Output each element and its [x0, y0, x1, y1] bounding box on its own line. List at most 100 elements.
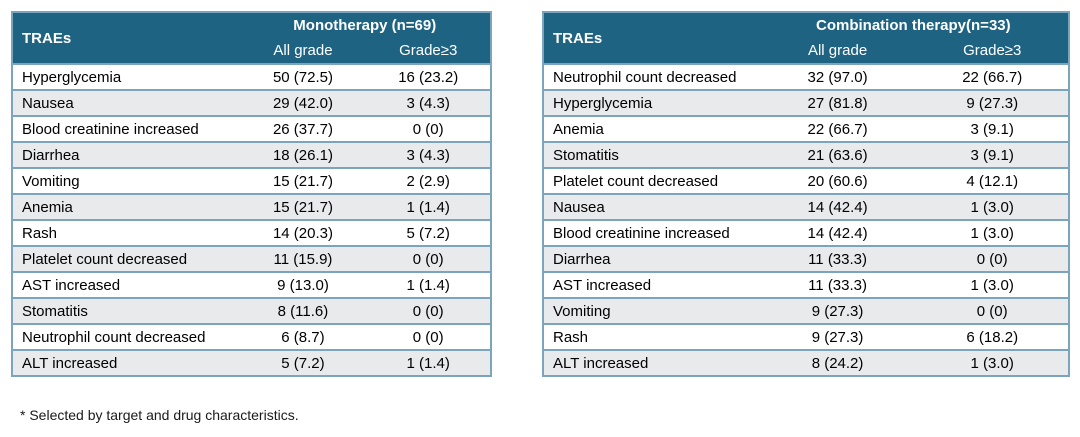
grade3-value-cell: 0 (0) [916, 245, 1069, 272]
grade3-value-cell: 0 (0) [366, 245, 491, 272]
monotherapy-trae-table: TRAEs Monotherapy (n=69) All grade Grade… [11, 11, 492, 377]
all-grade-value-cell: 9 (27.3) [758, 297, 917, 324]
grade3-value-cell: 1 (3.0) [916, 271, 1069, 298]
table-row: Vomiting 15 (21.7) 2 (2.9) [12, 167, 491, 194]
all-grade-value-cell: 14 (20.3) [239, 219, 367, 246]
grade3-value-cell: 0 (0) [366, 115, 491, 142]
grade3-value-cell: 4 (12.1) [916, 167, 1069, 194]
grade3-value-cell: 1 (1.4) [366, 271, 491, 298]
table-row: Rash 14 (20.3) 5 (7.2) [12, 219, 491, 246]
table-row: Rash 9 (27.3) 6 (18.2) [543, 323, 1069, 350]
trae-name-cell: Nausea [12, 89, 240, 116]
combination-table-body: Neutrophil count decreased 32 (97.0) 22 (6… [543, 63, 1069, 376]
grade3-column-header: Grade≥3 [366, 38, 491, 64]
all-grade-value-cell: 9 (27.3) [758, 323, 917, 350]
all-grade-column-header: All grade [239, 38, 367, 64]
trae-name-cell: Stomatitis [12, 297, 240, 324]
table-row: ALT increased 8 (24.2) 1 (3.0) [543, 349, 1069, 376]
table-row: Nausea 29 (42.0) 3 (4.3) [12, 89, 491, 116]
grade3-value-cell: 3 (9.1) [916, 141, 1069, 168]
trae-name-cell: Blood creatinine increased [543, 219, 759, 246]
table-row: Nausea 14 (42.4) 1 (3.0) [543, 193, 1069, 220]
combination-table-header: TRAEs Combination therapy(n=33) All grad… [543, 12, 1069, 64]
table-row: AST increased 11 (33.3) 1 (3.0) [543, 271, 1069, 298]
trae-name-cell: Diarrhea [543, 245, 759, 272]
trae-name-cell: AST increased [543, 271, 759, 298]
table-row: Platelet count decreased 20 (60.6) 4 (12.1… [543, 167, 1069, 194]
table-row: Vomiting 9 (27.3) 0 (0) [543, 297, 1069, 324]
table-row: Diarrhea 18 (26.1) 3 (4.3) [12, 141, 491, 168]
trae-name-cell: Vomiting [543, 297, 759, 324]
all-grade-value-cell: 11 (15.9) [239, 245, 367, 272]
trae-name-cell: Platelet count decreased [12, 245, 240, 272]
all-grade-value-cell: 6 (8.7) [239, 323, 367, 350]
grade3-value-cell: 1 (1.4) [366, 193, 491, 220]
grade3-value-cell: 6 (18.2) [916, 323, 1069, 350]
combination-trae-table: TRAEs Combination therapy(n=33) All grad… [542, 11, 1070, 377]
table-row: AST increased 9 (13.0) 1 (1.4) [12, 271, 491, 298]
grade3-value-cell: 2 (2.9) [366, 167, 491, 194]
trae-name-cell: ALT increased [543, 349, 759, 376]
table-row: Diarrhea 11 (33.3) 0 (0) [543, 245, 1069, 272]
all-grade-value-cell: 9 (13.0) [239, 271, 367, 298]
trae-name-cell: Rash [12, 219, 240, 246]
trae-name-cell: Anemia [543, 115, 759, 142]
grade3-value-cell: 3 (4.3) [366, 89, 491, 116]
monotherapy-group-header: Monotherapy (n=69) [239, 12, 491, 38]
traes-column-header: TRAEs [543, 12, 759, 64]
all-grade-value-cell: 20 (60.6) [758, 167, 917, 194]
trae-name-cell: Blood creatinine increased [12, 115, 240, 142]
combination-therapy-table: TRAEs Combination therapy(n=33) All grad… [542, 11, 1070, 377]
grade3-value-cell: 0 (0) [916, 297, 1069, 324]
trae-name-cell: Diarrhea [12, 141, 240, 168]
table-row: Hyperglycemia 50 (72.5) 16 (23.2) [12, 63, 491, 90]
grade3-value-cell: 0 (0) [366, 297, 491, 324]
all-grade-value-cell: 15 (21.7) [239, 193, 367, 220]
grade3-column-header: Grade≥3 [916, 38, 1069, 64]
table-row: Neutrophil count decreased 32 (97.0) 22 (6… [543, 63, 1069, 90]
trae-name-cell: Platelet count decreased [543, 167, 759, 194]
table-row: Blood creatinine increased 14 (42.4) 1 (3.… [543, 219, 1069, 246]
footnote: * Selected by target and drug characteri… [20, 407, 299, 423]
monotherapy-table: TRAEs Monotherapy (n=69) All grade Grade… [11, 11, 492, 377]
grade3-value-cell: 16 (23.2) [366, 63, 491, 90]
all-grade-value-cell: 5 (7.2) [239, 349, 367, 376]
trae-name-cell: AST increased [12, 271, 240, 298]
monotherapy-table-header: TRAEs Monotherapy (n=69) All grade Grade… [12, 12, 491, 64]
trae-name-cell: Neutrophil count decreased [12, 323, 240, 350]
table-row: Platelet count decreased 11 (15.9) 0 (0) [12, 245, 491, 272]
grade3-value-cell: 9 (27.3) [916, 89, 1069, 116]
trae-name-cell: Rash [543, 323, 759, 350]
trae-name-cell: Stomatitis [543, 141, 759, 168]
trae-name-cell: Hyperglycemia [12, 63, 240, 90]
all-grade-value-cell: 32 (97.0) [758, 63, 917, 90]
monotherapy-table-body: Hyperglycemia 50 (72.5) 16 (23.2) Nausea 29 … [12, 63, 491, 376]
all-grade-value-cell: 14 (42.4) [758, 193, 917, 220]
table-row: Stomatitis 21 (63.6) 3 (9.1) [543, 141, 1069, 168]
grade3-value-cell: 3 (4.3) [366, 141, 491, 168]
trae-name-cell: ALT increased [12, 349, 240, 376]
table-row: Anemia 22 (66.7) 3 (9.1) [543, 115, 1069, 142]
all-grade-value-cell: 14 (42.4) [758, 219, 917, 246]
all-grade-value-cell: 15 (21.7) [239, 167, 367, 194]
all-grade-value-cell: 21 (63.6) [758, 141, 917, 168]
all-grade-value-cell: 22 (66.7) [758, 115, 917, 142]
table-row: Hyperglycemia 27 (81.8) 9 (27.3) [543, 89, 1069, 116]
grade3-value-cell: 5 (7.2) [366, 219, 491, 246]
grade3-value-cell: 3 (9.1) [916, 115, 1069, 142]
table-row: Anemia 15 (21.7) 1 (1.4) [12, 193, 491, 220]
all-grade-value-cell: 11 (33.3) [758, 245, 917, 272]
trae-name-cell: Nausea [543, 193, 759, 220]
grade3-value-cell: 1 (3.0) [916, 219, 1069, 246]
trae-name-cell: Vomiting [12, 167, 240, 194]
all-grade-value-cell: 11 (33.3) [758, 271, 917, 298]
grade3-value-cell: 1 (3.0) [916, 193, 1069, 220]
all-grade-value-cell: 8 (24.2) [758, 349, 917, 376]
grade3-value-cell: 1 (1.4) [366, 349, 491, 376]
grade3-value-cell: 0 (0) [366, 323, 491, 350]
table-row: ALT increased 5 (7.2) 1 (1.4) [12, 349, 491, 376]
trae-name-cell: Hyperglycemia [543, 89, 759, 116]
grade3-value-cell: 22 (66.7) [916, 63, 1069, 90]
traes-column-header: TRAEs [12, 12, 240, 64]
grade3-value-cell: 1 (3.0) [916, 349, 1069, 376]
